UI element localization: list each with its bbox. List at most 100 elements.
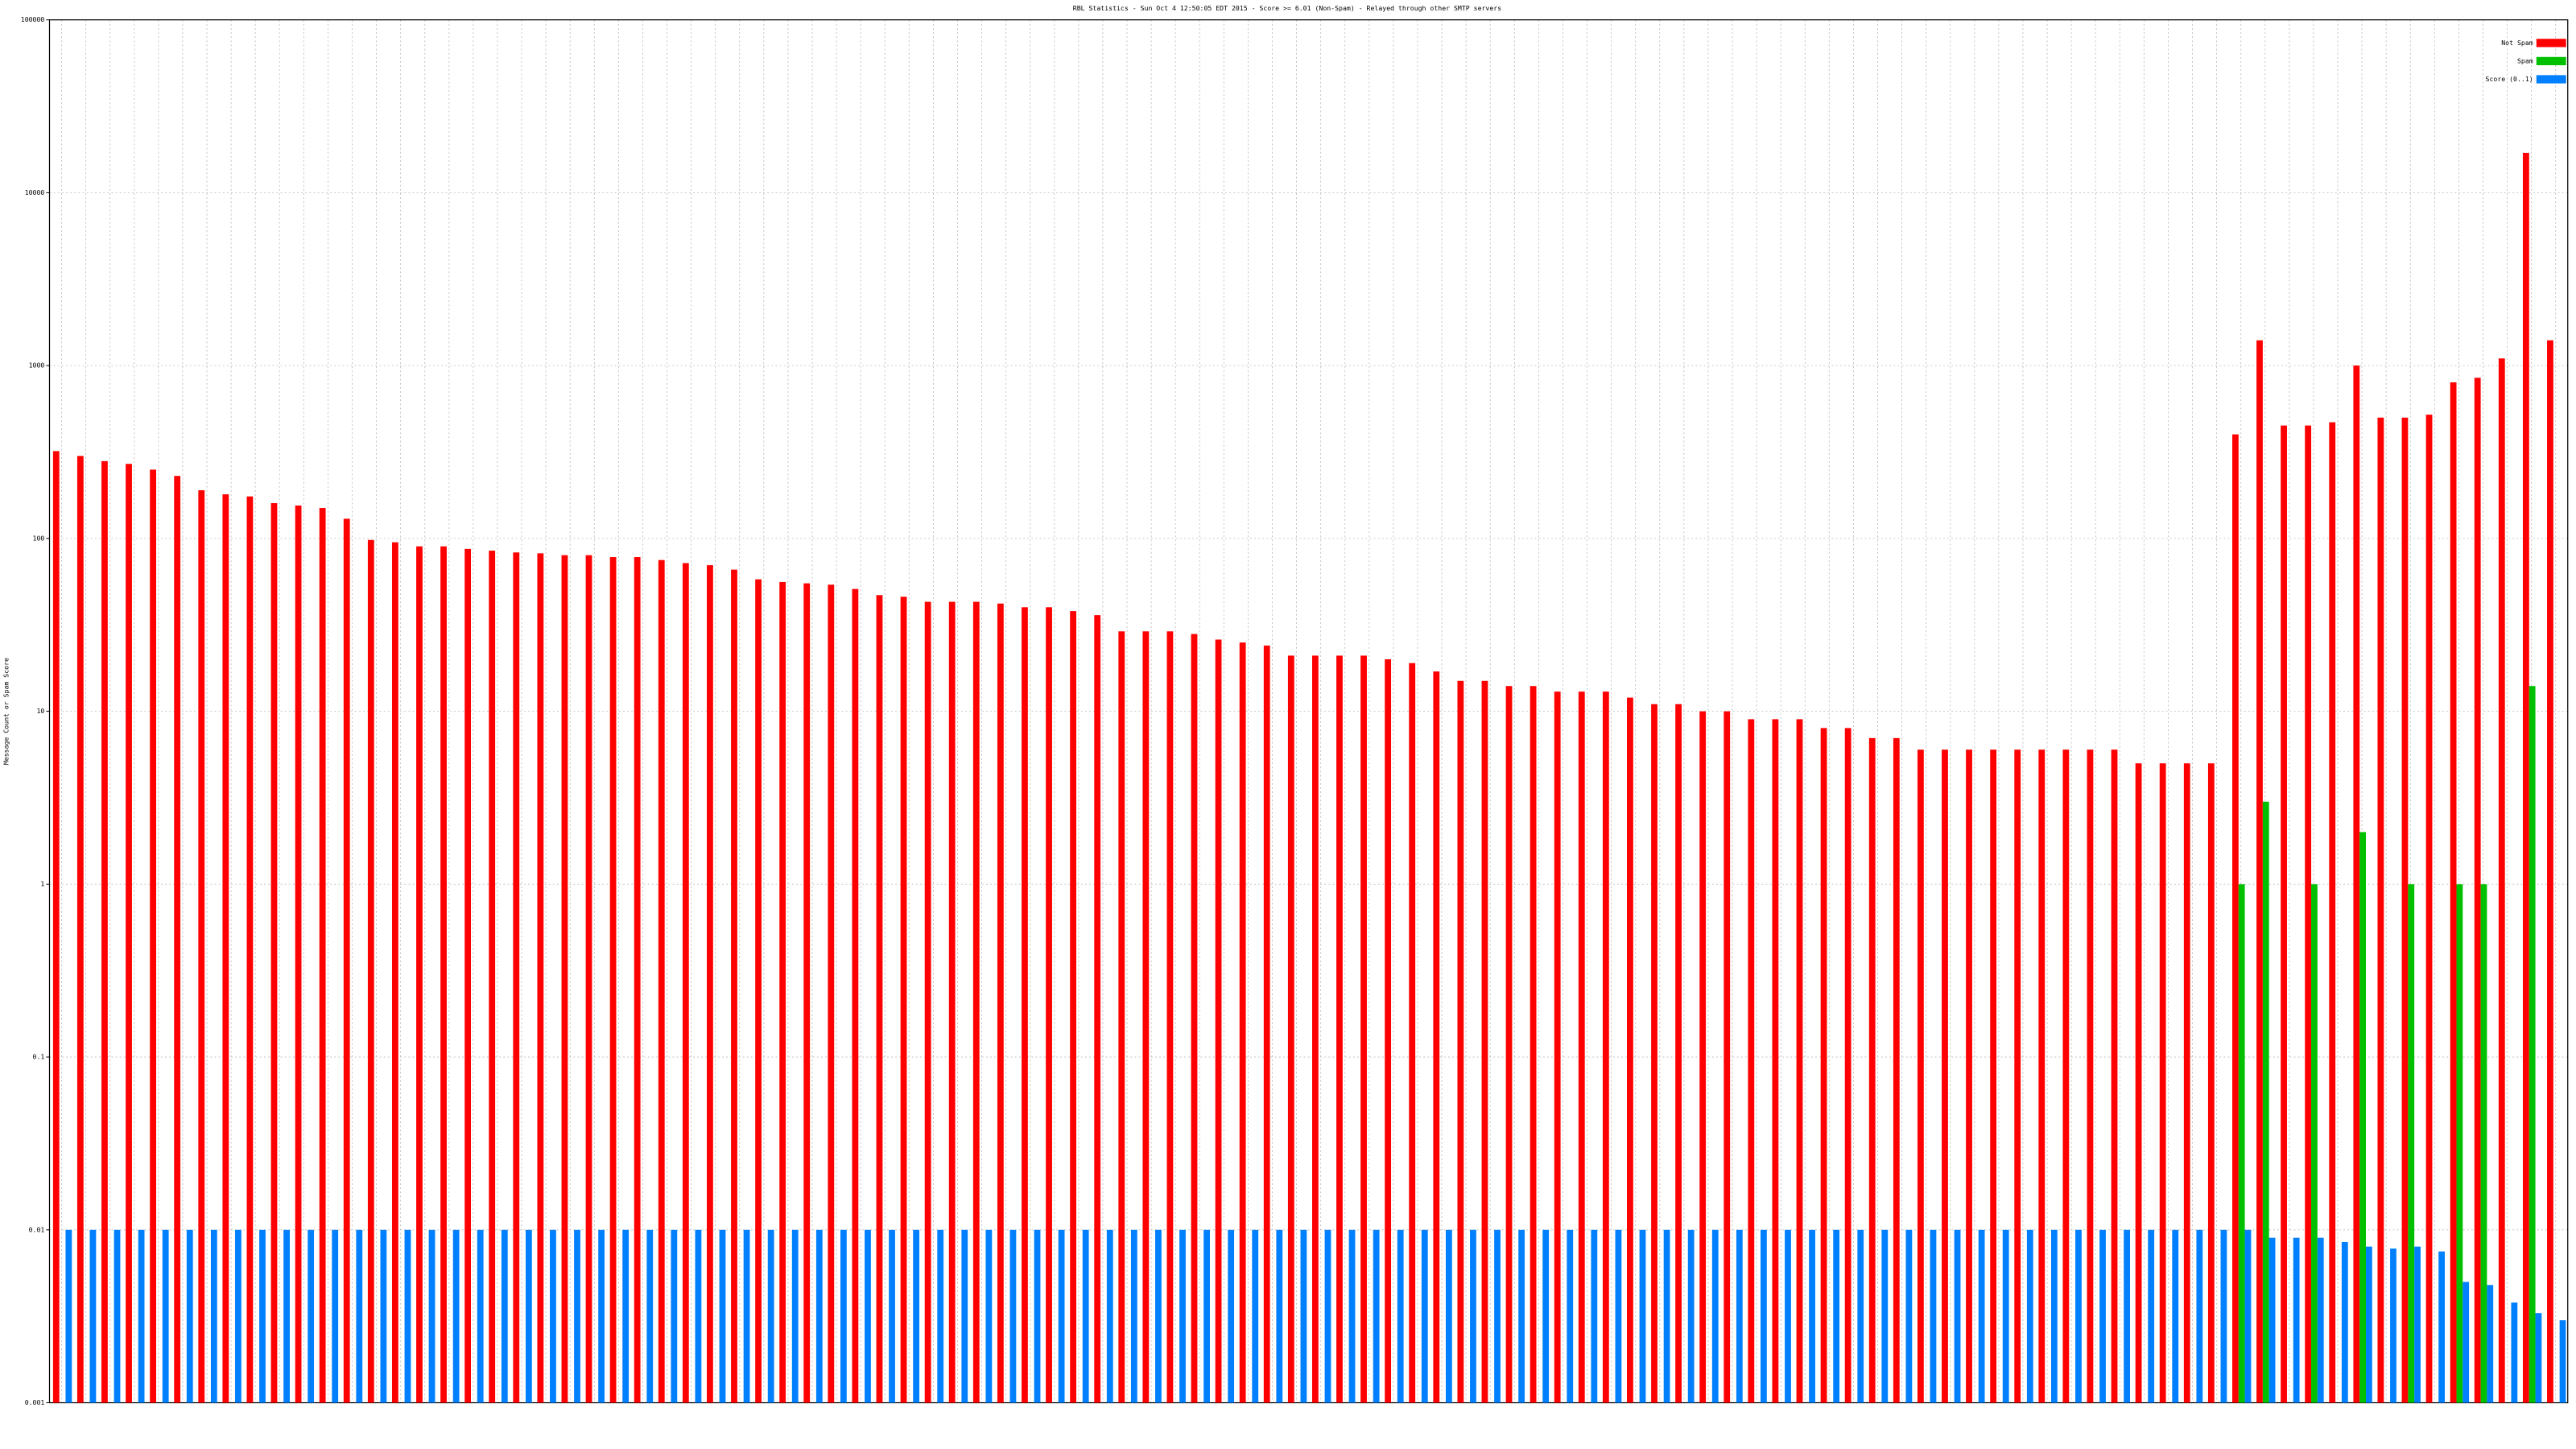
bar [464,548,472,1403]
bar [2329,422,2336,1403]
bar [1058,1229,1065,1403]
bar [380,1229,387,1403]
bar [404,1229,411,1403]
bar [1118,631,1125,1403]
bar [1385,658,1392,1403]
legend-swatch [2536,39,2566,47]
bar [2244,1229,2252,1403]
bar [2038,749,2046,1403]
bar [1094,615,1101,1403]
bar [2124,1229,2130,1403]
bar [1505,686,1513,1403]
bar [791,1229,799,1403]
bar [270,503,278,1403]
bar [900,597,907,1403]
bar [1191,634,1198,1403]
bar [1567,1229,1574,1403]
bar [2281,425,2287,1403]
bar [1252,1229,1259,1403]
bar [972,601,980,1403]
bar [501,1229,508,1403]
bar [1893,737,1900,1403]
bar [1844,728,1852,1403]
bar [671,1229,678,1403]
bar [634,557,641,1403]
bar [2353,365,2360,1403]
bar [1761,1229,1767,1403]
bar [1833,1229,1840,1403]
y-tick-label: 1000 [29,361,45,369]
bar [2317,1237,2324,1403]
bar [2232,434,2239,1403]
bar [1687,1229,1695,1403]
bar [840,1229,847,1403]
bar [1930,1229,1937,1403]
bar [1276,1229,1283,1403]
bar [1409,663,1416,1403]
bar [961,1229,968,1403]
bar [2559,1320,2566,1403]
bar [1300,1229,1307,1403]
bar [2268,1237,2276,1403]
bar [1796,719,1803,1403]
bar [1336,655,1343,1403]
bar [1627,697,1633,1403]
bar [114,1229,121,1403]
bar [1602,691,1609,1403]
bar [876,595,883,1403]
bar [101,460,108,1403]
bar [1142,631,1150,1403]
bar [210,1229,217,1403]
bar [283,1229,290,1403]
bar [1615,1229,1622,1403]
bar [343,518,350,1403]
bar [743,1229,750,1403]
bar [198,490,205,1403]
y-tick-label: 10 [36,707,44,715]
bar [186,1229,193,1403]
bar [2438,1251,2446,1403]
y-tick-label: 0.001 [25,1398,45,1406]
legend-swatch [2536,56,2566,66]
bar [1457,680,1464,1403]
bar [1203,1229,1210,1403]
bar [1675,704,1682,1403]
bar [89,1229,97,1403]
bar [2262,801,2269,1403]
legend-label: Not Spam [2501,39,2533,47]
bar [731,569,737,1403]
bar [537,553,544,1403]
bar [1954,1229,1961,1403]
bar [755,579,762,1403]
bar [2408,884,2415,1403]
legend-swatch [2536,75,2566,84]
bar [2014,749,2021,1403]
bar [2087,749,2094,1403]
bar [235,1229,242,1403]
bar [1785,1229,1791,1403]
bar [1736,1229,1743,1403]
bar [1772,719,1779,1403]
bar [1373,1229,1380,1403]
y-tick-label: 10000 [25,188,45,196]
bar [2498,358,2505,1403]
bar [1130,1229,1137,1403]
bar [1663,1229,1670,1403]
bar [2359,832,2366,1403]
bar [2480,884,2487,1403]
bar [65,1229,72,1403]
bar [2377,417,2384,1403]
bar [1530,686,1537,1403]
bar [646,1229,654,1403]
bar [52,451,60,1403]
bar [2220,1229,2227,1403]
bar [174,476,181,1403]
bar [416,546,423,1403]
bar [2425,415,2433,1403]
legend-label: Score (0..1) [2486,75,2533,83]
bar [1942,749,1948,1403]
bar [924,601,931,1403]
bar [1263,645,1270,1403]
plot-frame [48,19,2569,1404]
